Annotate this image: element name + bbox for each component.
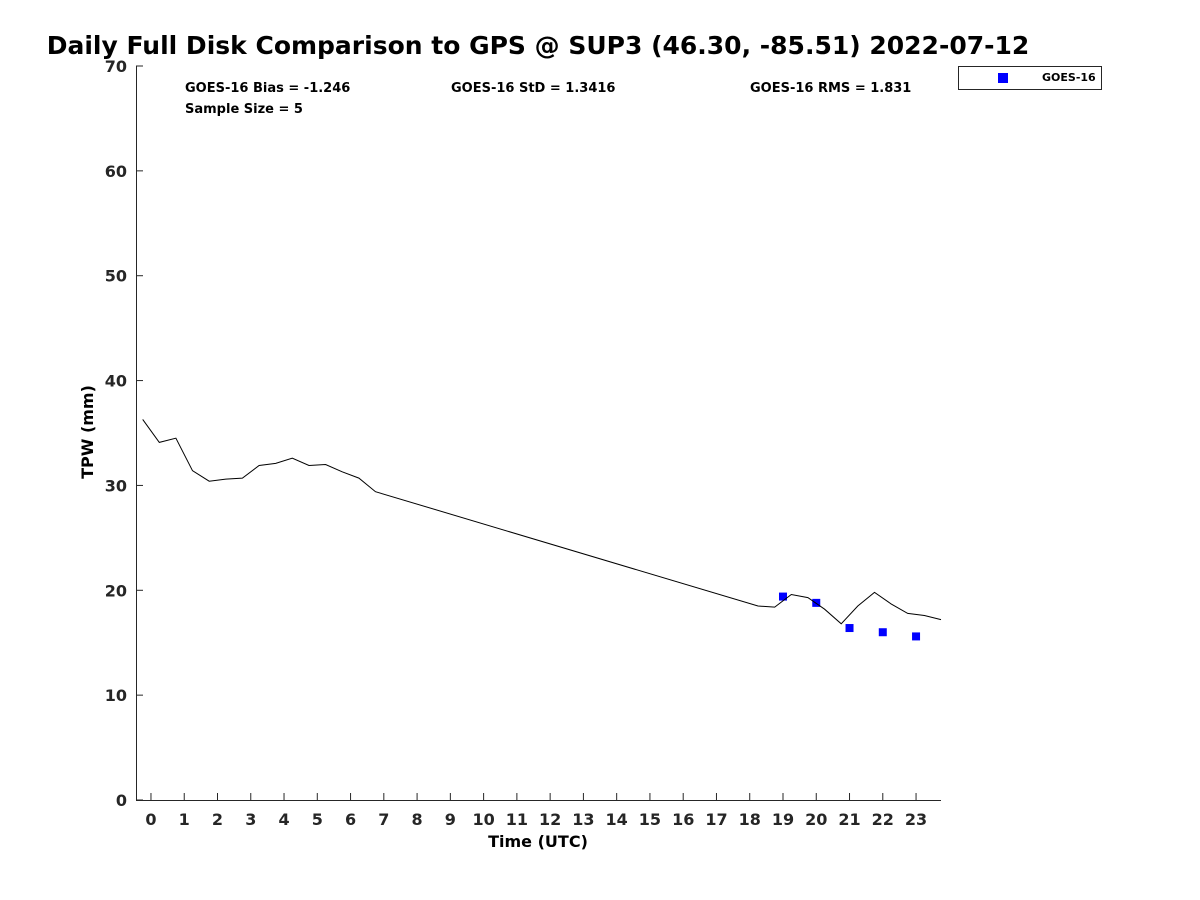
x-tick-label: 21 — [838, 810, 860, 829]
x-tick-label: 8 — [412, 810, 423, 829]
x-axis-title: Time (UTC) — [488, 832, 588, 851]
x-tick-label: 19 — [772, 810, 794, 829]
x-tick-label: 9 — [445, 810, 456, 829]
x-tick-label: 17 — [705, 810, 727, 829]
goes16-point — [845, 624, 854, 633]
y-ticks: 0 10 20 30 40 50 60 70 — [105, 57, 143, 810]
legend-box — [958, 66, 1102, 90]
legend-label: GOES-16 — [1042, 71, 1096, 84]
y-tick-label: 20 — [105, 581, 127, 600]
plot-area: 0 1 2 3 4 5 6 7 8 9 10 11 12 13 14 15 16 17 18 19 20 21 22 23 0… — [105, 57, 942, 829]
x-tick-label: 13 — [572, 810, 594, 829]
x-tick-label: 1 — [179, 810, 190, 829]
x-tick-label: 18 — [739, 810, 761, 829]
rms-annotation: GOES-16 RMS = 1.831 — [750, 81, 911, 96]
x-tick-label: 0 — [145, 810, 156, 829]
y-tick-label: 30 — [105, 476, 127, 495]
x-tick-label: 16 — [672, 810, 694, 829]
y-axis-title: TPW (mm) — [78, 385, 97, 479]
x-tick-label: 20 — [805, 810, 827, 829]
x-tick-label: 6 — [345, 810, 356, 829]
x-tick-label: 5 — [312, 810, 323, 829]
y-tick-label: 0 — [116, 791, 127, 810]
goes16-point — [878, 628, 887, 637]
series-layer — [142, 419, 942, 641]
x-tick-label: 3 — [245, 810, 256, 829]
bias-annotation: GOES-16 Bias = -1.246 — [185, 81, 350, 96]
y-tick-label: 40 — [105, 372, 127, 391]
x-tick-label: 22 — [872, 810, 894, 829]
y-tick-label: 60 — [105, 162, 127, 181]
x-tick-label: 12 — [539, 810, 561, 829]
y-tick-label: 50 — [105, 267, 127, 286]
gps-tpw-line — [142, 419, 942, 625]
x-tick-label: 14 — [606, 810, 628, 829]
y-tick-label: 70 — [105, 57, 127, 76]
x-tick-label: 7 — [378, 810, 389, 829]
legend: GOES-16 — [958, 66, 1102, 90]
x-tick-label: 23 — [905, 810, 927, 829]
x-tick-label: 4 — [278, 810, 289, 829]
sample-size-annotation: Sample Size = 5 — [185, 102, 303, 117]
legend-marker — [998, 73, 1008, 83]
x-tick-label: 15 — [639, 810, 661, 829]
x-ticks: 0 1 2 3 4 5 6 7 8 9 10 11 12 13 14 15 16 17 18 19 20 21 22 23 — [145, 793, 927, 829]
chart-title: Daily Full Disk Comparison to GPS @ SUP3… — [47, 31, 1030, 60]
std-annotation: GOES-16 StD = 1.3416 — [451, 81, 615, 96]
goes16-point — [778, 592, 787, 601]
x-tick-label: 10 — [472, 810, 494, 829]
goes16-point — [912, 632, 921, 641]
y-tick-label: 10 — [105, 686, 127, 705]
x-tick-label: 11 — [506, 810, 528, 829]
x-tick-label: 2 — [212, 810, 223, 829]
